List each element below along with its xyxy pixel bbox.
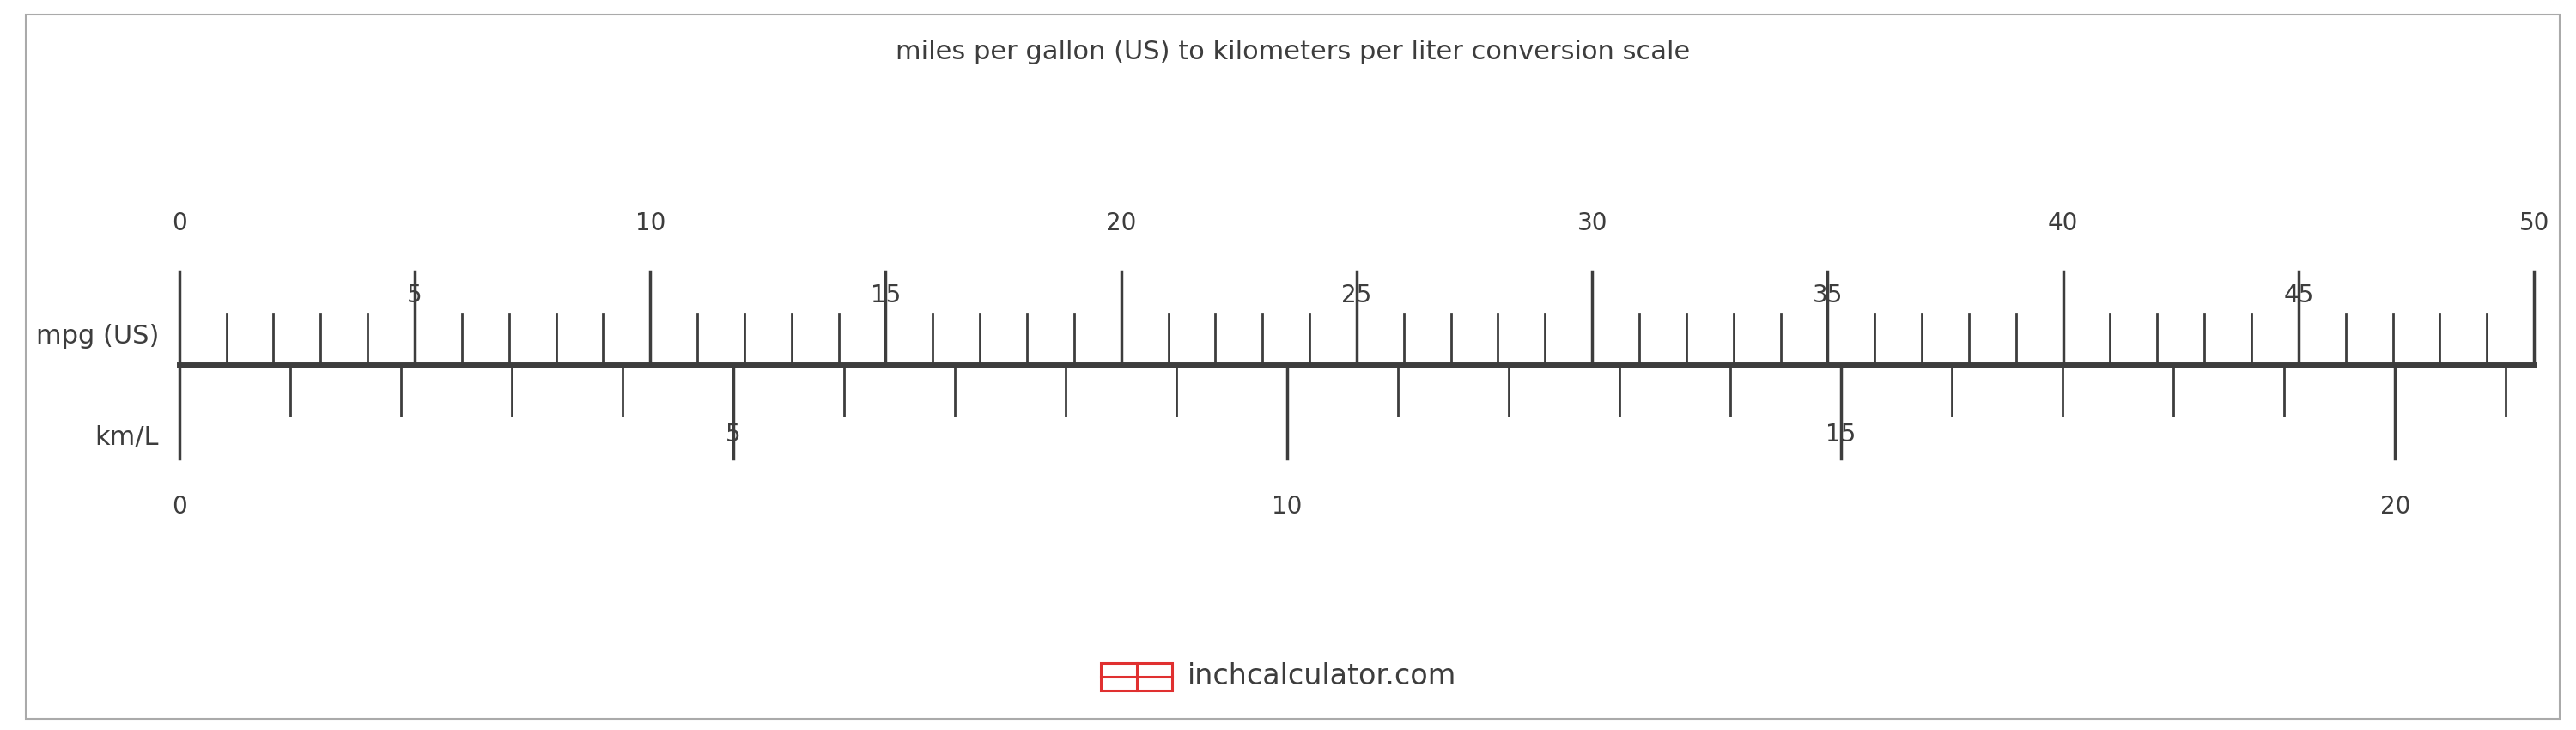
Text: 20: 20	[2380, 495, 2411, 519]
Text: 35: 35	[1814, 283, 1842, 307]
Text: 15: 15	[1826, 423, 1857, 447]
Text: 40: 40	[2048, 211, 2079, 235]
Text: mpg (US): mpg (US)	[36, 323, 160, 348]
Text: 5: 5	[726, 423, 742, 447]
Text: 0: 0	[173, 211, 188, 235]
Text: inchcalculator.com: inchcalculator.com	[1188, 662, 1458, 691]
Text: km/L: km/L	[95, 425, 160, 450]
Bar	[1100, 663, 1172, 691]
Text: 45: 45	[2282, 283, 2313, 307]
Text: 20: 20	[1105, 211, 1136, 235]
Text: 50: 50	[2519, 211, 2550, 235]
Text: 10: 10	[636, 211, 665, 235]
Text: 0: 0	[173, 495, 188, 519]
Text: 5: 5	[407, 283, 422, 307]
Text: 25: 25	[1342, 283, 1373, 307]
Text: 30: 30	[1577, 211, 1607, 235]
Text: miles per gallon (US) to kilometers per liter conversion scale: miles per gallon (US) to kilometers per …	[896, 39, 1690, 65]
Text: 10: 10	[1273, 495, 1303, 519]
Text: 15: 15	[871, 283, 902, 307]
